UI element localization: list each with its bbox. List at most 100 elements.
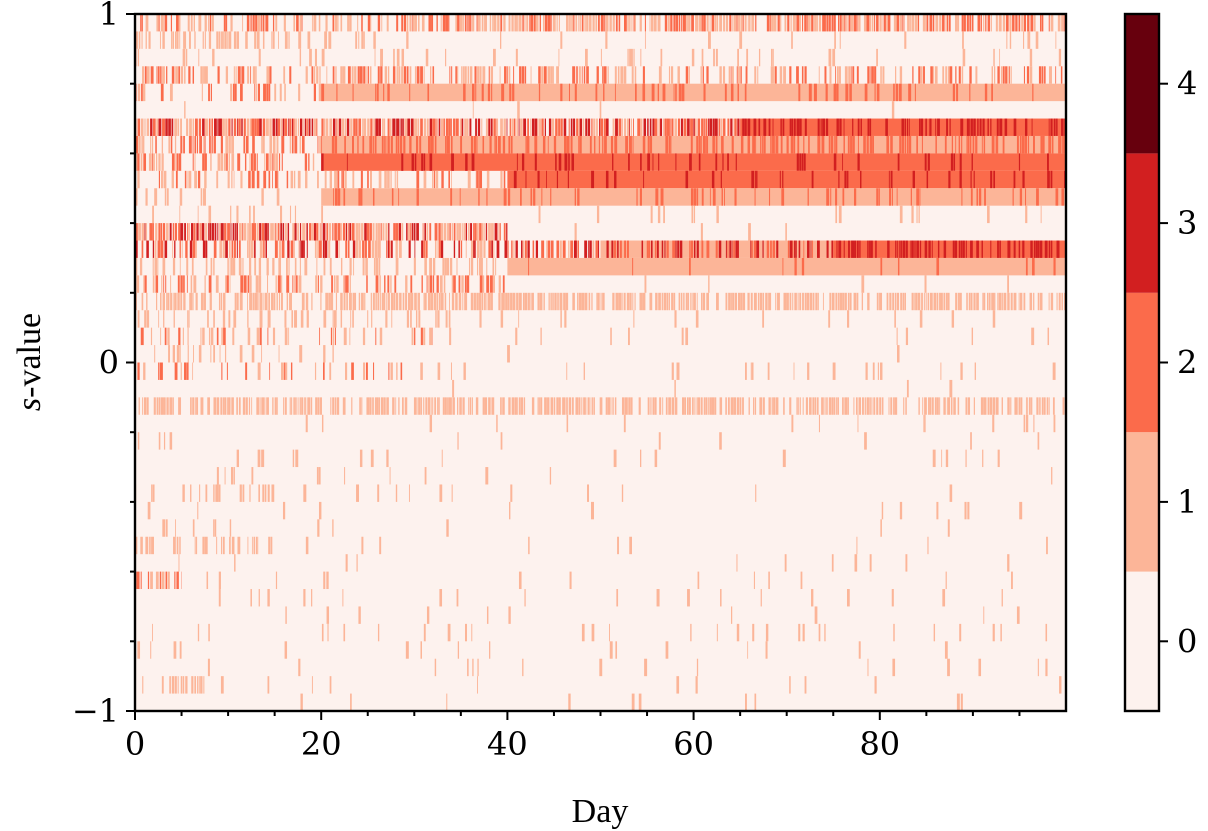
heatmap-cell [671,362,674,380]
heatmap-cell [283,14,286,32]
heatmap-cell [225,275,227,293]
heatmap-cell [275,153,278,171]
heatmap-cell [229,275,231,293]
heatmap-cell [462,397,465,415]
heatmap-cell [921,135,923,154]
heatmap-cell [398,188,400,206]
heatmap-cell [203,292,206,311]
heatmap-cell [560,310,562,328]
heatmap-cell [693,240,696,258]
heatmap-cell [924,240,928,258]
heatmap-cell [223,14,226,32]
heatmap-cell [490,275,493,293]
heatmap-cell [316,118,318,136]
heatmap-cell [242,223,244,241]
heatmap-cell [220,153,223,171]
heatmap-cell [588,240,590,258]
heatmap-cell [314,240,317,258]
heatmap-cell [631,14,633,32]
heatmap-cell [319,135,321,154]
heatmap-cell [331,275,333,293]
heatmap-cell [595,14,598,32]
heatmap-cell [525,170,527,189]
heatmap-cell [973,292,976,311]
heatmap-cell [233,310,237,328]
heatmap-cell [721,188,723,206]
heatmap-cell [507,170,1066,189]
heatmap-cell [413,118,415,136]
heatmap-cell [244,153,247,171]
heatmap-cell [1064,292,1065,311]
heatmap-cell [862,397,864,415]
heatmap-cell [724,188,725,206]
heatmap-cell [701,240,704,258]
heatmap-cell [410,275,413,293]
heatmap-cell [406,31,409,49]
y-tick-label: 1 [99,0,119,33]
heatmap-cell [804,66,807,84]
heatmap-cell [137,118,141,136]
heatmap-cell [636,188,638,206]
heatmap-cell [464,66,467,84]
heatmap-cell [605,170,609,189]
heatmap-cell [603,66,607,84]
heatmap-cell [147,501,151,520]
heatmap-cell [478,292,482,311]
heatmap-cell [1063,14,1065,32]
heatmap-cell [274,170,278,189]
heatmap-cell [364,240,367,258]
heatmap-cell [626,240,629,258]
heatmap-cell [712,135,715,154]
heatmap-cell [897,240,899,258]
heatmap-cell [277,170,279,189]
heatmap-cell [318,223,320,241]
heatmap-cell [284,83,286,102]
heatmap-cell [484,397,488,415]
heatmap-cell [154,345,156,363]
heatmap-cell [470,223,473,241]
heatmap-cell [730,118,733,136]
heatmap-cell [516,153,518,171]
heatmap-cell [665,135,669,154]
heatmap-cell [1031,118,1033,136]
heatmap-cell [977,118,979,136]
heatmap-cell [194,170,198,189]
heatmap-cell [647,135,650,154]
heatmap-cell [292,275,294,293]
heatmap-cell [777,292,780,311]
heatmap-cell [146,118,150,136]
heatmap-cell [233,170,235,189]
heatmap-cell [410,292,414,311]
heatmap-cell [486,257,488,276]
heatmap-cell [395,223,399,241]
heatmap-cell [617,240,619,258]
heatmap-cell [670,135,672,154]
heatmap-cell [707,135,709,154]
heatmap-cell [508,606,511,624]
heatmap-cell [219,118,222,136]
heatmap-cell [926,170,929,189]
heatmap-cell [269,118,272,136]
heatmap-cell [649,118,652,136]
heatmap-cell [747,118,751,136]
heatmap-cell [494,135,496,154]
heatmap-cell [375,292,377,311]
heatmap-cell [1021,14,1024,32]
heatmap-cell [592,14,595,32]
heatmap-cell [367,14,371,32]
heatmap-cell [409,83,411,102]
heatmap-cell [348,292,352,311]
heatmap-cell [914,83,916,102]
heatmap-cell [144,118,146,136]
heatmap-cell [210,257,213,276]
heatmap-cell [839,14,842,32]
heatmap-cell [585,14,587,32]
heatmap-cell [843,135,845,154]
heatmap-cell [739,31,743,49]
heatmap-cell [258,48,261,67]
heatmap-cell [178,397,182,415]
heatmap-cell [861,275,865,293]
heatmap-cell [357,66,360,84]
heatmap-cell [451,292,455,311]
heatmap-cell [929,118,932,136]
